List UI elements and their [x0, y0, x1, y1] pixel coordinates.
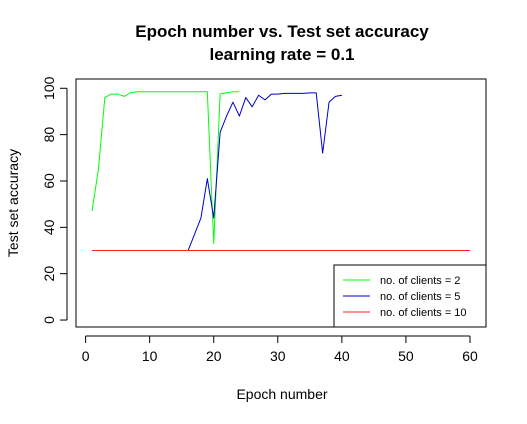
y-axis-label: Test set accuracy	[5, 149, 21, 257]
chart-title: Epoch number vs. Test set accuracy	[135, 22, 429, 41]
y-tick-label: 60	[41, 173, 57, 189]
y-tick-label: 0	[41, 316, 57, 324]
x-tick-label: 50	[398, 348, 414, 364]
x-tick-label: 0	[82, 348, 90, 364]
legend: no. of clients = 2 no. of clients = 5 no. …	[333, 264, 487, 328]
y-tick-label: 20	[41, 266, 57, 282]
series-layer	[91, 91, 470, 252]
x-tick-label: 20	[206, 348, 222, 364]
y-tick-label: 100	[41, 76, 57, 100]
plot-frame	[75, 78, 487, 328]
legend-entry-3: no. of clients = 10	[380, 307, 467, 319]
series-line-2	[92, 92, 342, 252]
x-tick-label: 10	[142, 348, 158, 364]
x-tick-label: 60	[462, 348, 478, 364]
x-tick-label: 30	[270, 348, 286, 364]
y-tick-label: 40	[41, 219, 57, 235]
y-axis: 0 20 40 60 80 100	[41, 76, 68, 324]
x-tick-label: 40	[334, 348, 350, 364]
x-axis: 0 10 20 30 40 50 60	[82, 335, 478, 364]
series-line-1	[91, 91, 240, 245]
y-tick-label: 80	[41, 127, 57, 143]
x-axis-label: Epoch number	[236, 386, 327, 402]
chart-subtitle: learning rate = 0.1	[209, 45, 354, 64]
legend-entry-2: no. of clients = 5	[380, 291, 460, 303]
legend-entry-1: no. of clients = 2	[380, 275, 460, 287]
